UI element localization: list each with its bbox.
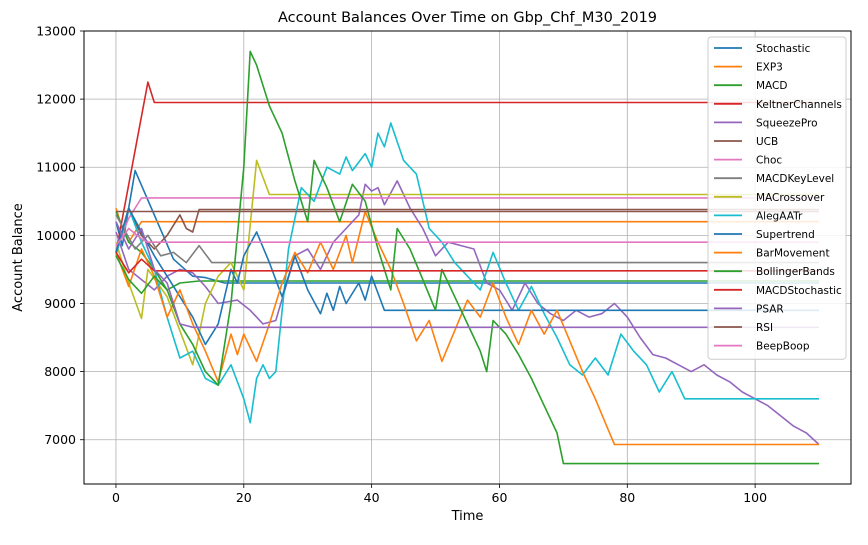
y-tick-label: 7000 <box>44 432 76 447</box>
y-tick-label: 9000 <box>44 296 76 311</box>
series-line-alegaatr <box>115 122 819 424</box>
legend-box <box>707 36 847 360</box>
legend-label: PSAR <box>756 303 784 315</box>
legend-label: Choc <box>756 155 782 167</box>
x-tick-label: 100 <box>743 490 767 505</box>
series-line-macrossover <box>115 159 819 366</box>
x-tick-label: 80 <box>619 490 635 505</box>
legend-label: MACDStochastic <box>756 285 842 297</box>
series-line-macdkeylevel <box>115 214 819 264</box>
legend-label: MACDKeyLevel <box>756 173 834 185</box>
y-tick-label: 10000 <box>36 228 76 243</box>
legend-label: MACD <box>756 80 787 92</box>
x-tick-label: 0 <box>112 490 120 505</box>
legend: Stochastic EXP3 MACD KeltnerChannels Squeeze… <box>707 36 847 360</box>
legend-label: AlegAATr <box>756 210 803 222</box>
y-tick-label: 11000 <box>36 160 76 175</box>
x-tick-label: 20 <box>236 490 252 505</box>
legend-label: RSI <box>756 322 773 334</box>
series-line-psar <box>115 221 819 329</box>
y-axis-label: Account Balance <box>11 203 26 311</box>
legend-label: KeltnerChannels <box>756 99 842 111</box>
y-tick-label: 13000 <box>36 24 76 39</box>
y-tick-label: 12000 <box>36 92 76 107</box>
series-lines <box>115 50 820 465</box>
series-line-supertrend <box>115 207 819 346</box>
series-line-macd <box>115 211 819 291</box>
legend-label: SqueezePro <box>756 117 818 129</box>
x-axis-label: Time <box>451 509 484 524</box>
x-tick-label: 40 <box>364 490 380 505</box>
series-line-keltnerchannels <box>115 81 819 253</box>
series-line-bollingerbands <box>115 50 819 465</box>
legend-label: BarMovement <box>756 248 830 260</box>
series-line-macdstochastic <box>115 251 819 274</box>
plot-frame <box>83 30 852 485</box>
series-line-ucb <box>115 207 819 253</box>
series-line-beepboop <box>115 227 819 247</box>
x-tick-label: 60 <box>492 490 508 505</box>
axis-ticks: 0 20 40 60 80 100 7000 8000 9000 10000 11000 12000 1… <box>36 24 767 506</box>
legend-label: MACrossover <box>756 192 825 204</box>
legend-label: BeepBoop <box>756 341 810 353</box>
legend-label: UCB <box>756 136 778 148</box>
chart-title: Account Balances Over Time on Gbp_Chf_M3… <box>278 10 657 26</box>
y-tick-label: 8000 <box>44 364 76 379</box>
series-line-squeezepro <box>115 180 820 446</box>
legend-label: Stochastic <box>756 43 811 55</box>
legend-label: Supertrend <box>756 229 815 241</box>
legend-label: BollingerBands <box>756 266 835 278</box>
legend-label: EXP3 <box>756 62 783 74</box>
